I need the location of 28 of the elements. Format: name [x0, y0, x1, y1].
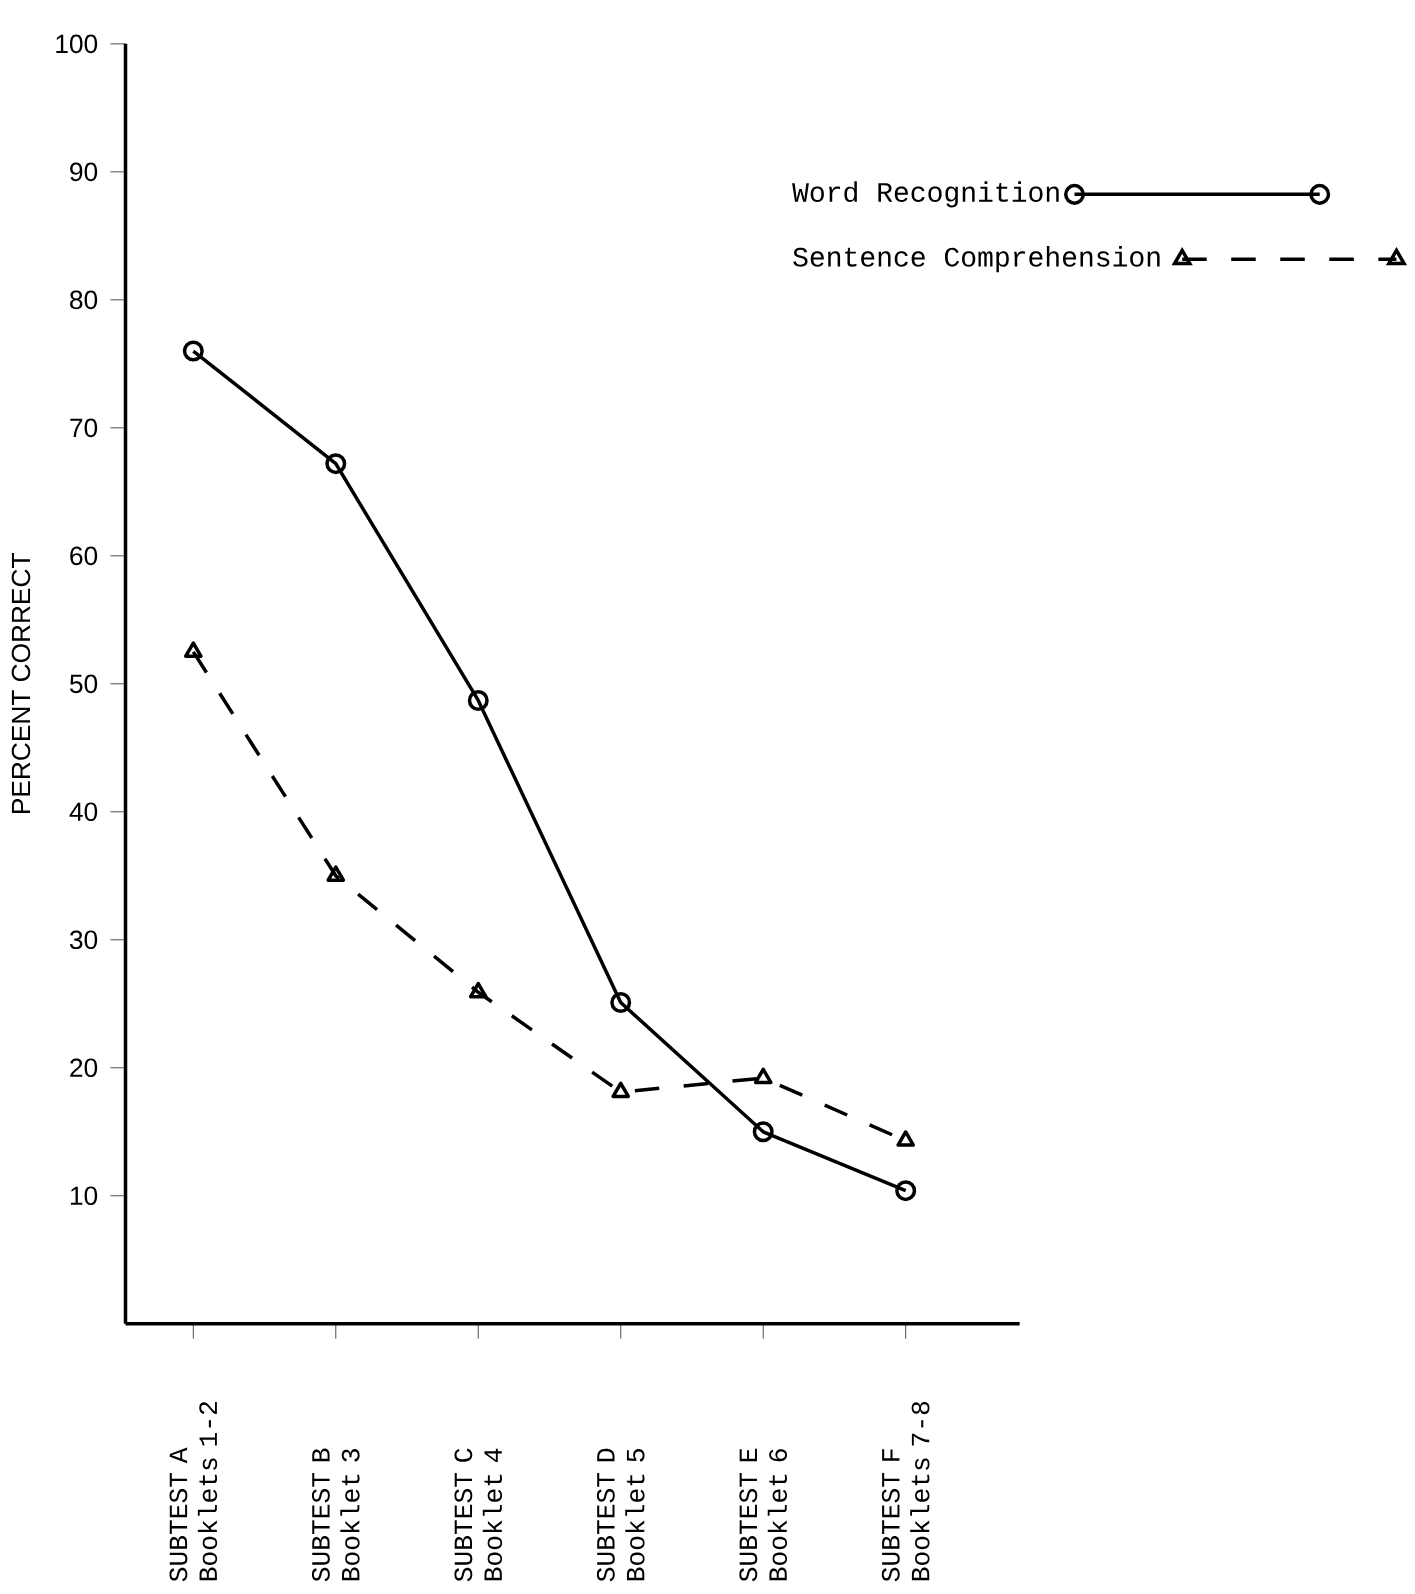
point — [467, 689, 489, 711]
y-axis-title: PERCENT CORRECT — [11, 553, 31, 814]
y-tick-label: 70 — [70, 418, 97, 438]
point — [468, 981, 488, 999]
legend-label: Sentence Comprehension — [793, 246, 1160, 273]
x-tick-label: SUBTEST E Booklet 6 — [739, 1448, 787, 1582]
y-tick-label: 40 — [69, 802, 97, 822]
point — [896, 1130, 915, 1147]
y-tick-label: 60 — [70, 546, 97, 566]
y-tick-label: 50 — [69, 674, 97, 694]
y-tick-label: 90 — [69, 162, 97, 182]
point — [325, 453, 347, 475]
y-tick-label: 80 — [69, 290, 97, 310]
y-tick-label: 20 — [70, 1058, 97, 1078]
x-tick-label: SUBTEST D Booklet 5 — [596, 1448, 645, 1582]
y-tick-label: 100 — [56, 34, 97, 54]
legend-label: Word Recognition — [791, 181, 1059, 208]
x-tick-label: SUBTEST A Booklets 1-2 — [169, 1402, 217, 1582]
point — [611, 1081, 630, 1099]
point — [183, 641, 203, 658]
x-tick-label: SUBTEST C Booklet 4 — [454, 1448, 502, 1582]
x-tick-label: SUBTEST F Booklets 7-8 — [881, 1401, 930, 1582]
x-tick-label: SUBTEST B Booklet 3 — [311, 1448, 360, 1582]
point — [326, 865, 345, 882]
point — [753, 1067, 773, 1085]
point — [182, 340, 204, 362]
y-tick-label: 10 — [70, 1186, 97, 1206]
y-tick-label: 30 — [69, 930, 97, 950]
